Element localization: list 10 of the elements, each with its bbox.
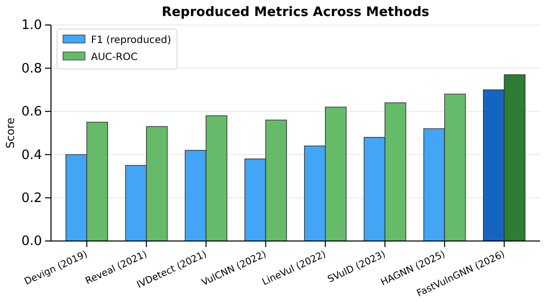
y-axis-title: Score [4, 117, 17, 148]
y-tick-label: 0.8 [21, 61, 42, 76]
y-tick-label: 0.0 [21, 234, 42, 250]
y-tick-label: 1.0 [21, 18, 42, 34]
chart-title: Reproduced Metrics Across Methods [162, 5, 430, 20]
legend-label: F1 (reproduced) [91, 35, 172, 46]
legend-label: AUC-ROC [91, 52, 138, 63]
y-tick-label: 0.2 [21, 190, 42, 206]
y-tick-label: 0.6 [21, 104, 42, 120]
y-tick-label: 0.4 [21, 148, 42, 163]
